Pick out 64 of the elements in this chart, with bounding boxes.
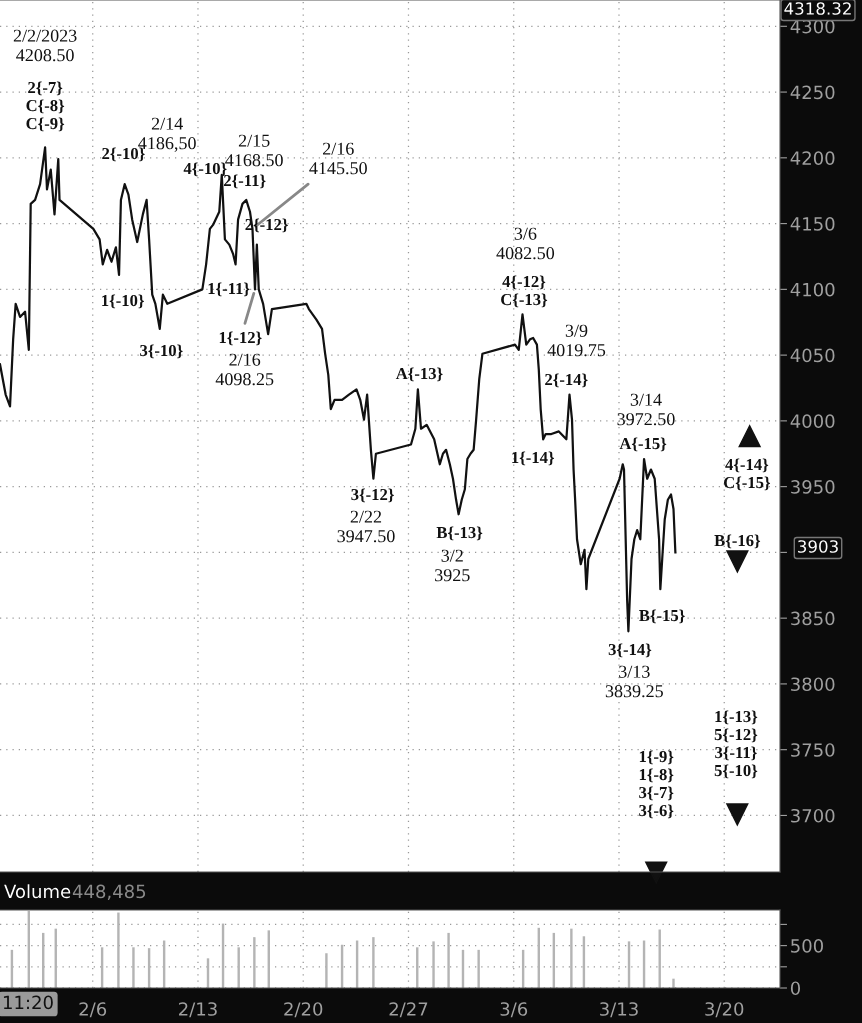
annotation: 1{-9} 1{-8} 3{-7} 3{-6} bbox=[639, 750, 674, 819]
annotation: 2/2/2023 4208.50 bbox=[13, 29, 77, 62]
x-tick-label: 2/27 bbox=[389, 1002, 428, 1018]
annotation: 1{-11} bbox=[208, 282, 250, 297]
annotation: 2{-7} C{-8} C{-9} bbox=[26, 81, 65, 132]
annotation: 4{-12} C{-13} bbox=[501, 275, 548, 308]
y-tick-label: 3750 bbox=[791, 743, 835, 757]
y-tick-label: 3800 bbox=[791, 677, 835, 692]
annotation: B{-15} bbox=[639, 609, 685, 624]
bar bbox=[477, 949, 480, 988]
annotation: A{-13} bbox=[395, 367, 443, 382]
x-tick-label: 3/13 bbox=[600, 1002, 638, 1018]
annotation: 2/16 4098.25 bbox=[215, 353, 274, 386]
annotation: 3/2 3925 bbox=[435, 549, 470, 582]
x-tick-label: 2/6 bbox=[79, 1002, 107, 1018]
bar bbox=[432, 941, 435, 988]
annotation: 2/16 4145.50 bbox=[309, 142, 367, 175]
annotation: 3/13 3839.25 bbox=[605, 665, 663, 698]
bar bbox=[117, 912, 120, 988]
text: 4318.32 bbox=[784, 2, 851, 15]
annotation: A{-15} bbox=[619, 437, 667, 452]
y-tick-label: 3850 bbox=[791, 611, 835, 626]
annotation: 2{-14} bbox=[545, 373, 588, 388]
y-tick-label: 0 bbox=[790, 981, 801, 996]
annotation: 2/22 3947.50 bbox=[337, 510, 395, 543]
annotation: 1{-14} bbox=[512, 451, 555, 466]
bar bbox=[132, 947, 135, 988]
text: 11:20 bbox=[3, 995, 53, 1010]
annotation: 1{-12} bbox=[219, 331, 262, 346]
x-tick-label: 2/13 bbox=[179, 1002, 217, 1018]
annotation: 3{-14} bbox=[608, 643, 652, 658]
annotation: B{-13} bbox=[436, 526, 483, 541]
bar bbox=[237, 947, 240, 988]
x-tick-label: 2/20 bbox=[284, 1002, 323, 1018]
y-tick-label: 4000 bbox=[790, 414, 835, 428]
y-tick-label: 4250 bbox=[790, 85, 835, 100]
y-tick-label: 4050 bbox=[790, 348, 835, 363]
bar bbox=[570, 928, 573, 988]
y-tick-label: 500 bbox=[791, 939, 823, 953]
text: 3903 bbox=[798, 540, 838, 553]
annotation: 3{-10} bbox=[140, 344, 183, 359]
annotation: 3/14 3972.50 bbox=[617, 393, 675, 426]
annotation: B{-16} bbox=[714, 534, 761, 549]
y-tick-label: 3700 bbox=[791, 808, 835, 823]
bar bbox=[447, 932, 450, 988]
y-tick-label: 3950 bbox=[791, 480, 835, 494]
annotation: 3/6 4082.50 bbox=[496, 227, 555, 260]
bar bbox=[325, 953, 328, 988]
annotation: 1{-10} bbox=[102, 294, 144, 309]
y-tick-label: 4200 bbox=[790, 151, 835, 165]
y-tick-label: 4150 bbox=[790, 217, 835, 231]
annotation: 3{-12} bbox=[351, 488, 394, 503]
annotation: 1{-13} 5{-12} 3{-11} 5{-10} bbox=[714, 710, 758, 779]
bar bbox=[672, 978, 675, 988]
x-tick-label: 3/6 bbox=[500, 1002, 528, 1018]
annotation: 2/15 4168.50 bbox=[225, 134, 283, 167]
bar bbox=[253, 937, 256, 988]
annotation: 3/9 4019.75 bbox=[547, 324, 606, 357]
chart-subtitle: 448,485 bbox=[72, 884, 146, 901]
bar bbox=[372, 937, 375, 988]
y-tick-label: 4100 bbox=[790, 282, 835, 297]
chart-title: Volume bbox=[4, 884, 71, 899]
x-tick-label: 3/20 bbox=[705, 1002, 744, 1018]
annotation: 4{-14} C{-15} bbox=[723, 458, 771, 491]
